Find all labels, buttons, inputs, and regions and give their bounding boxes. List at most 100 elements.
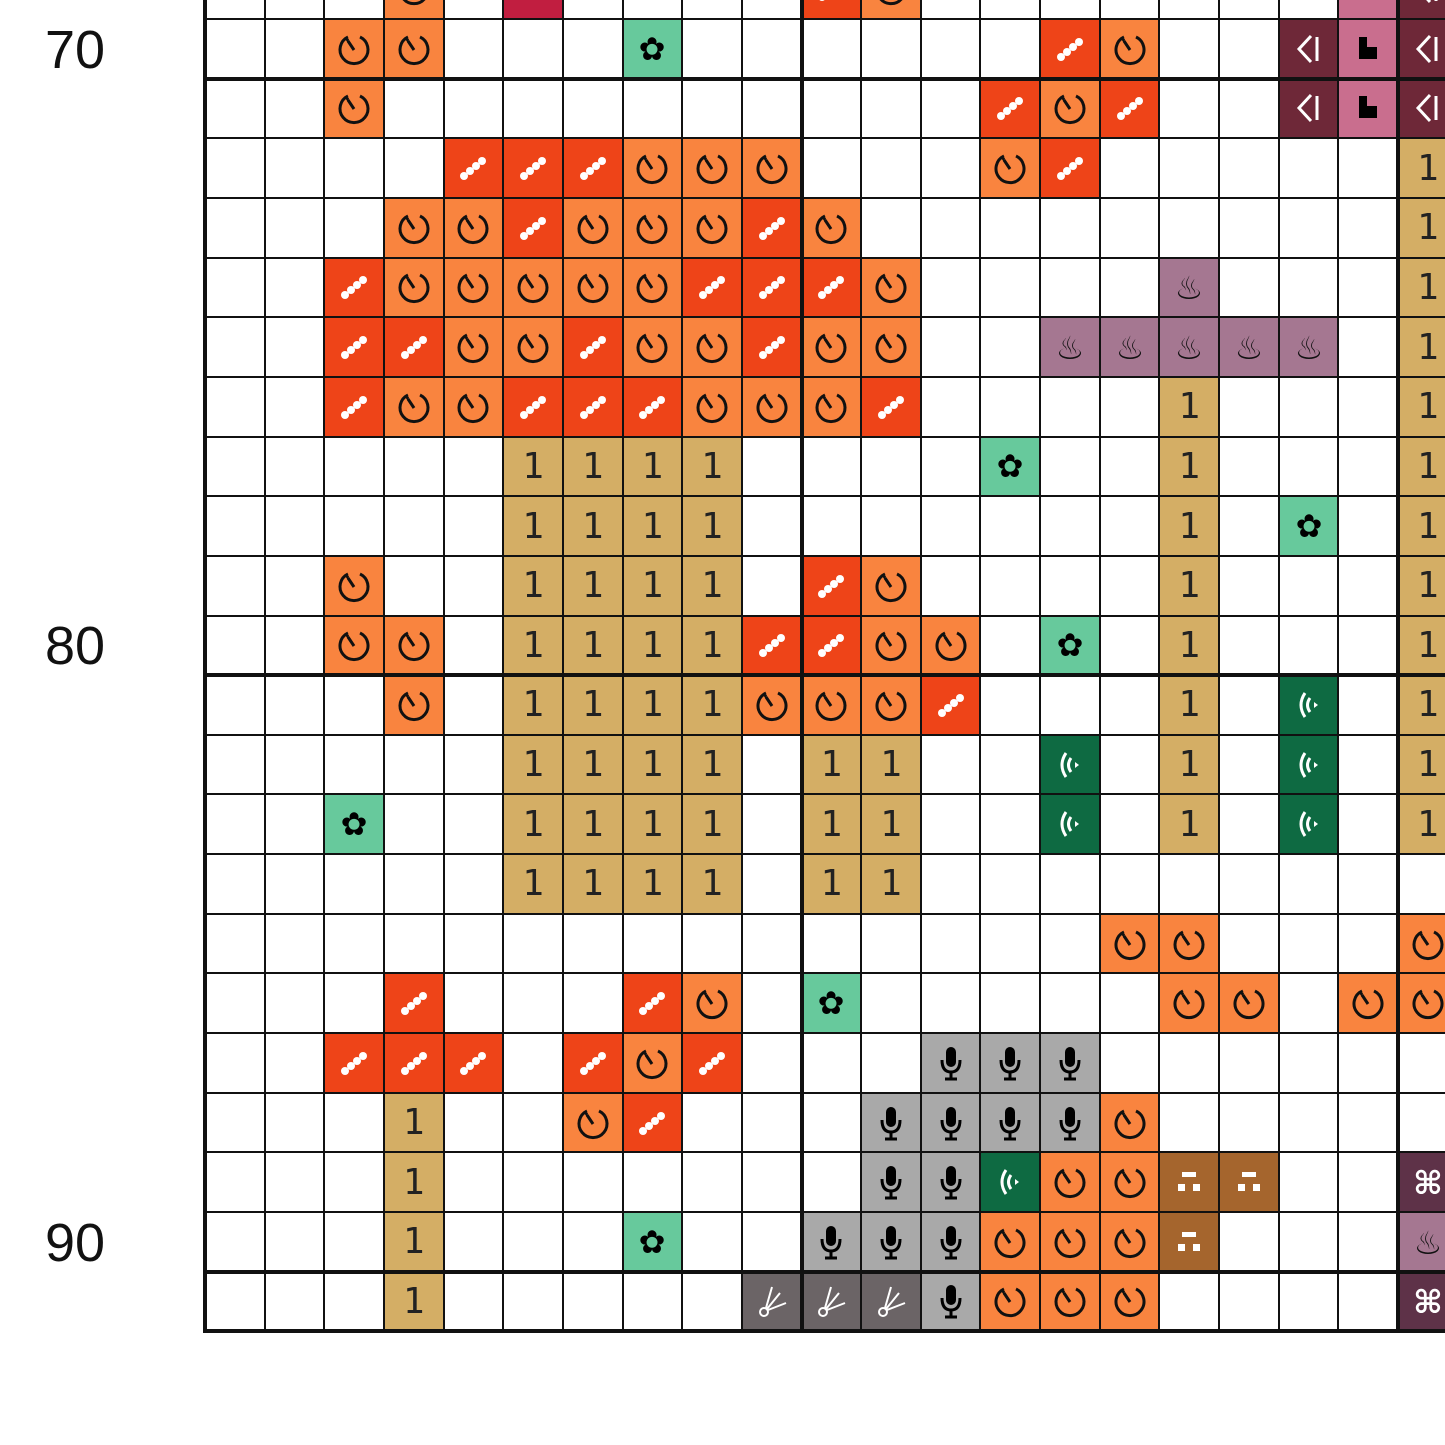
timer-icon	[752, 685, 792, 725]
svg-text:⌘: ⌘	[1413, 1283, 1443, 1321]
signal-icon	[1289, 804, 1329, 844]
dots-icon	[811, 625, 851, 665]
one-icon: 1	[641, 744, 664, 786]
stitch-cell	[742, 258, 803, 319]
speaker-icon	[1408, 88, 1445, 128]
empty-cell	[265, 497, 326, 557]
empty-cell	[1220, 198, 1280, 259]
stitch-cell: 1	[1160, 377, 1221, 438]
stitch-cell: 1	[1160, 556, 1221, 617]
empty-cell	[981, 616, 1042, 677]
empty-cell	[1100, 437, 1161, 498]
stitch-cell	[981, 1093, 1042, 1154]
stitch-cell: 1	[563, 497, 624, 557]
empty-cell	[206, 1034, 266, 1094]
empty-cell	[206, 139, 266, 199]
empty-cell	[1041, 198, 1101, 259]
stitch-cell	[921, 1213, 982, 1273]
empty-cell	[444, 1153, 505, 1213]
stitch-cell	[1279, 735, 1340, 796]
empty-cell	[206, 914, 266, 975]
empty-cell	[206, 437, 266, 498]
row-number-label: 70	[44, 19, 106, 80]
stitch-cell	[802, 198, 863, 259]
empty-cell	[206, 79, 266, 140]
stitch-cell: 1	[623, 437, 684, 498]
stitch-cell: 1	[563, 676, 624, 736]
empty-cell	[802, 1034, 863, 1094]
timer-icon	[394, 29, 434, 69]
broom-icon	[752, 1281, 792, 1321]
stitch-cell: 1	[1160, 795, 1221, 856]
empty-cell	[444, 1213, 505, 1273]
timer-icon	[990, 148, 1030, 188]
timer-icon	[632, 267, 672, 307]
stitch-cell	[1279, 79, 1340, 140]
stitch-cell	[504, 318, 564, 378]
timer-icon	[1110, 1281, 1150, 1321]
empty-cell	[265, 795, 326, 856]
empty-cell	[1100, 0, 1161, 20]
one-icon: 1	[1416, 266, 1439, 308]
empty-cell	[921, 318, 982, 378]
blocks-icon	[1169, 1222, 1209, 1262]
empty-cell	[921, 974, 982, 1035]
stitch-cell	[981, 1272, 1042, 1333]
empty-cell	[742, 735, 803, 796]
dots-icon	[990, 88, 1030, 128]
stitch-cell	[1041, 1034, 1101, 1094]
timer-icon	[394, 267, 434, 307]
stitch-cell: 1	[1160, 676, 1221, 736]
microphone-icon	[990, 1043, 1030, 1083]
stitch-cell: 1	[1399, 735, 1445, 796]
major-gridline	[203, 1269, 1445, 1274]
stitch-cell	[1279, 20, 1340, 80]
empty-cell	[1339, 437, 1399, 498]
dots-icon	[931, 685, 971, 725]
timer-icon	[513, 267, 553, 307]
empty-cell	[444, 437, 505, 498]
empty-cell	[206, 1213, 266, 1273]
empty-cell	[802, 497, 863, 557]
stitch-cell	[683, 258, 743, 319]
one-icon: 1	[641, 803, 664, 845]
empty-cell	[1220, 1213, 1280, 1273]
empty-cell	[1339, 497, 1399, 557]
timer-icon	[692, 387, 732, 427]
stitch-cell	[1041, 1213, 1101, 1273]
svg-text:✿: ✿	[997, 447, 1024, 485]
empty-cell	[1339, 914, 1399, 975]
empty-cell	[1160, 0, 1221, 20]
empty-cell	[1220, 914, 1280, 975]
stitch-cell	[325, 258, 385, 319]
empty-cell	[1220, 139, 1280, 199]
empty-cell	[1339, 1213, 1399, 1273]
empty-cell	[1339, 1093, 1399, 1154]
stitch-cell	[802, 616, 863, 677]
empty-cell	[742, 1093, 803, 1154]
major-gridline	[203, 1329, 1445, 1334]
empty-cell	[1220, 616, 1280, 677]
one-icon: 1	[820, 803, 843, 845]
speaker-icon	[1408, 0, 1445, 9]
stitch-cell: 1	[862, 735, 922, 796]
timer-icon	[513, 327, 553, 367]
empty-cell	[444, 855, 505, 915]
signal-icon	[1050, 745, 1090, 785]
one-icon: 1	[641, 863, 664, 905]
empty-cell	[1100, 556, 1161, 617]
empty-cell	[981, 914, 1042, 975]
empty-cell	[862, 1034, 922, 1094]
stitch-cell	[862, 318, 922, 378]
empty-cell	[1279, 1093, 1340, 1154]
empty-cell	[1220, 676, 1280, 736]
timer-icon	[752, 148, 792, 188]
timer-icon	[632, 148, 672, 188]
stitch-cell: 1	[683, 855, 743, 915]
stitch-cell	[1041, 139, 1101, 199]
stitch-cell: 1	[1160, 497, 1221, 557]
empty-cell	[265, 556, 326, 617]
empty-cell	[444, 795, 505, 856]
stitch-cell	[921, 1093, 982, 1154]
stitch-cell	[921, 616, 982, 677]
